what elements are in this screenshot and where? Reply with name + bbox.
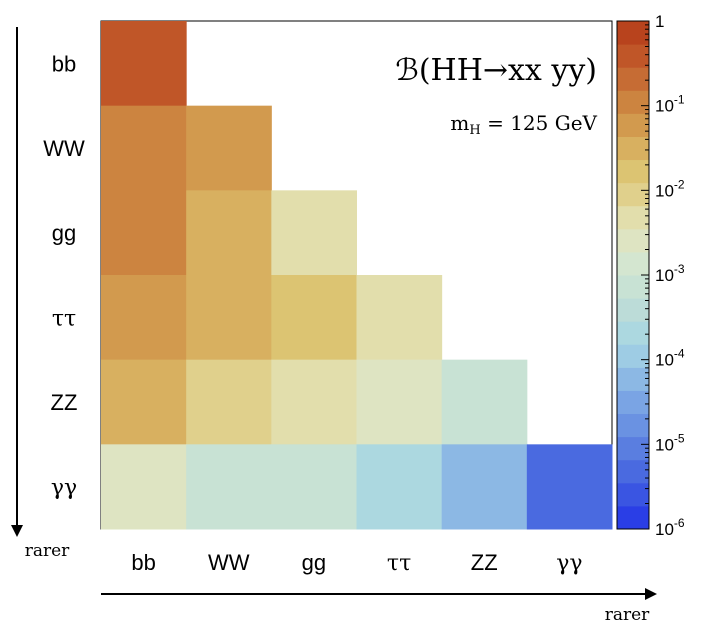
colorbar-segment <box>617 21 649 45</box>
colorbar-segment <box>617 44 649 68</box>
colorbar-segment <box>617 275 649 299</box>
colorbar <box>617 21 649 530</box>
heatmap-cell <box>356 359 443 445</box>
colorbar-segment <box>617 367 649 391</box>
chart-title: ℬ(HH→xx yy) <box>395 53 597 88</box>
y-tick-label: gg <box>52 221 76 246</box>
heatmap-cell <box>101 190 187 276</box>
colorbar-segment <box>617 390 649 415</box>
colorbar-tick-label: 10-3 <box>655 262 685 285</box>
colorbar-segment <box>617 413 649 438</box>
colorbar-segment <box>617 482 649 507</box>
x-rarer-arrow <box>101 588 657 600</box>
colorbar-segment <box>617 182 649 207</box>
heatmap-cell <box>356 444 443 530</box>
heatmap-cell <box>186 105 272 191</box>
heatmap-cell <box>186 359 272 445</box>
colorbar-segment <box>617 251 649 276</box>
subtitle-text: mH = 125 GeV <box>450 111 597 138</box>
heatmap-cell <box>271 444 357 530</box>
heatmap-cell <box>271 275 357 361</box>
y-rarer-arrow <box>11 27 23 537</box>
colorbar-tick-label: 10-4 <box>655 347 685 370</box>
colorbar-tick-label: 1 <box>655 12 664 31</box>
heatmap-cell <box>271 359 357 445</box>
heatmap-cell <box>441 359 528 445</box>
heatmap-cell <box>101 21 187 107</box>
colorbar-tick-label: 10-1 <box>655 93 685 116</box>
x-direction-label: rarer <box>605 605 650 625</box>
y-tick-label: γγ <box>51 476 77 501</box>
y-tick-label: ZZ <box>51 390 78 415</box>
heatmap-cell <box>526 444 613 530</box>
colorbar-segment <box>617 344 649 368</box>
colorbar-segment <box>617 505 649 530</box>
heatmap-cell <box>101 359 187 445</box>
heatmap-cell <box>271 190 357 276</box>
heatmap-cell <box>441 444 528 530</box>
colorbar-segment <box>617 113 649 137</box>
colorbar-tick-label: 10-2 <box>655 177 685 200</box>
heatmap-cell <box>186 444 272 530</box>
colorbar-segment <box>617 436 649 461</box>
y-axis-labels: bb WW gg ττ ZZ γγ <box>43 51 85 500</box>
colorbar-tick-label: 10-6 <box>655 516 685 539</box>
colorbar-segment <box>617 90 649 114</box>
colorbar-segment <box>617 321 649 345</box>
x-tick-label: WW <box>208 550 250 575</box>
colorbar-segment <box>617 205 649 230</box>
heatmap-cell <box>101 275 187 361</box>
y-tick-label: WW <box>43 136 85 161</box>
heatmap-cell <box>356 275 443 361</box>
colorbar-tick-label: 10-5 <box>655 431 685 454</box>
y-tick-label: bb <box>52 51 76 76</box>
y-tick-label: ττ <box>52 306 76 331</box>
y-direction-label: rarer <box>25 541 70 561</box>
heatmap-cell <box>101 444 187 530</box>
colorbar-segment <box>617 159 649 184</box>
colorbar-segment <box>617 67 649 91</box>
x-tick-label: ZZ <box>471 550 498 575</box>
colorbar-segment <box>617 459 649 484</box>
heatmap-cells <box>101 21 613 530</box>
colorbar-segment <box>617 298 649 322</box>
x-tick-label: bb <box>131 550 155 575</box>
colorbar-labels: 1 10-1 10-2 10-3 10-4 10-5 10-6 <box>641 12 685 539</box>
title-text: ℬ(HH→xx yy) <box>395 53 597 88</box>
x-tick-label: γγ <box>556 551 582 576</box>
colorbar-segment <box>617 136 649 161</box>
x-tick-label: gg <box>302 550 326 575</box>
heatmap-cell <box>186 190 272 276</box>
heatmap-cell <box>186 275 272 361</box>
x-axis-labels: bb WW gg ττ ZZ γγ <box>131 550 582 576</box>
x-tick-label: ττ <box>387 551 411 576</box>
colorbar-segment <box>617 228 649 253</box>
heatmap-cell <box>101 105 187 191</box>
